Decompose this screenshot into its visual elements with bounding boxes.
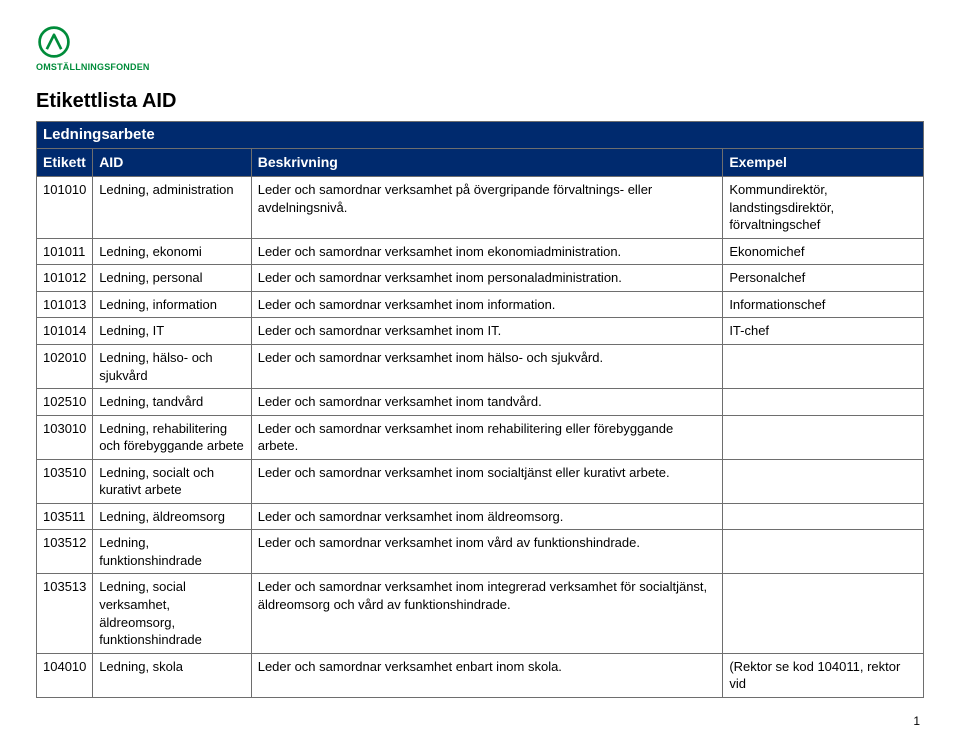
table-row: 103513Ledning, social verksamhet, äldreo… — [37, 574, 924, 653]
cell-c3: Leder och samordnar verksamhet på övergr… — [251, 177, 723, 239]
cell-c1: 103510 — [37, 459, 93, 503]
table-row: 103010Ledning, rehabilitering och föreby… — [37, 415, 924, 459]
cell-c4: (Rektor se kod 104011, rektor vid — [723, 653, 924, 697]
cell-c3: Leder och samordnar verksamhet enbart in… — [251, 653, 723, 697]
cell-c1: 103513 — [37, 574, 93, 653]
table-row: 101010Ledning, administrationLeder och s… — [37, 177, 924, 239]
table-row: 103512Ledning, funktionshindradeLeder oc… — [37, 530, 924, 574]
table-row: 102510Ledning, tandvårdLeder och samordn… — [37, 389, 924, 416]
col-etikett: Etikett — [37, 149, 93, 177]
cell-c4 — [723, 389, 924, 416]
table-row: 104010Ledning, skolaLeder och samordnar … — [37, 653, 924, 697]
cell-c2: Ledning, tandvård — [93, 389, 252, 416]
cell-c1: 104010 — [37, 653, 93, 697]
cell-c3: Leder och samordnar verksamhet inom äldr… — [251, 503, 723, 530]
cell-c4: Informationschef — [723, 291, 924, 318]
table-row: 101014Ledning, ITLeder och samordnar ver… — [37, 318, 924, 345]
cell-c2: Ledning, socialt och kurativt arbete — [93, 459, 252, 503]
cell-c1: 103512 — [37, 530, 93, 574]
etikett-table: Ledningsarbete Etikett AID Beskrivning E… — [36, 121, 924, 698]
cell-c3: Leder och samordnar verksamhet inom vård… — [251, 530, 723, 574]
logo-text: OMSTÄLLNINGSFONDEN — [36, 62, 924, 72]
cell-c1: 101011 — [37, 238, 93, 265]
cell-c4 — [723, 344, 924, 388]
cell-c4 — [723, 459, 924, 503]
table-header-row: Etikett AID Beskrivning Exempel — [37, 149, 924, 177]
cell-c1: 102010 — [37, 344, 93, 388]
cell-c3: Leder och samordnar verksamhet inom inte… — [251, 574, 723, 653]
cell-c2: Ledning, rehabilitering och förebyggande… — [93, 415, 252, 459]
cell-c3: Leder och samordnar verksamhet inom tand… — [251, 389, 723, 416]
table-row: 101011Ledning, ekonomiLeder och samordna… — [37, 238, 924, 265]
col-beskrivning: Beskrivning — [251, 149, 723, 177]
cell-c4 — [723, 574, 924, 653]
cell-c4 — [723, 503, 924, 530]
cell-c1: 101010 — [37, 177, 93, 239]
table-row: 101012Ledning, personalLeder och samordn… — [37, 265, 924, 292]
cell-c2: Ledning, skola — [93, 653, 252, 697]
cell-c4: Kommundirektör, landstingsdirektör, förv… — [723, 177, 924, 239]
cell-c2: Ledning, hälso- och sjukvård — [93, 344, 252, 388]
cell-c3: Leder och samordnar verksamhet inom ekon… — [251, 238, 723, 265]
col-aid: AID — [93, 149, 252, 177]
section-row: Ledningsarbete — [37, 122, 924, 149]
cell-c2: Ledning, social verksamhet, äldreomsorg,… — [93, 574, 252, 653]
cell-c3: Leder och samordnar verksamhet inom info… — [251, 291, 723, 318]
cell-c3: Leder och samordnar verksamhet inom häls… — [251, 344, 723, 388]
cell-c2: Ledning, IT — [93, 318, 252, 345]
cell-c4 — [723, 530, 924, 574]
cell-c4: Personalchef — [723, 265, 924, 292]
cell-c1: 101014 — [37, 318, 93, 345]
col-exempel: Exempel — [723, 149, 924, 177]
cell-c1: 101012 — [37, 265, 93, 292]
cell-c4: Ekonomichef — [723, 238, 924, 265]
cell-c2: Ledning, ekonomi — [93, 238, 252, 265]
cell-c3: Leder och samordnar verksamhet inom soci… — [251, 459, 723, 503]
cell-c1: 101013 — [37, 291, 93, 318]
cell-c2: Ledning, funktionshindrade — [93, 530, 252, 574]
cell-c3: Leder och samordnar verksamhet inom pers… — [251, 265, 723, 292]
section-title: Ledningsarbete — [37, 122, 924, 149]
table-row: 103511Ledning, äldreomsorgLeder och samo… — [37, 503, 924, 530]
table-row: 101013Ledning, informationLeder och samo… — [37, 291, 924, 318]
logo-mark-icon — [36, 24, 72, 60]
page-title: Etikettlista AID — [36, 90, 924, 113]
cell-c1: 103010 — [37, 415, 93, 459]
table-row: 103510Ledning, socialt och kurativt arbe… — [37, 459, 924, 503]
table-row: 102010Ledning, hälso- och sjukvårdLeder … — [37, 344, 924, 388]
cell-c2: Ledning, information — [93, 291, 252, 318]
cell-c4 — [723, 415, 924, 459]
cell-c2: Ledning, personal — [93, 265, 252, 292]
logo — [36, 24, 924, 60]
cell-c2: Ledning, administration — [93, 177, 252, 239]
cell-c1: 102510 — [37, 389, 93, 416]
cell-c3: Leder och samordnar verksamhet inom IT. — [251, 318, 723, 345]
cell-c1: 103511 — [37, 503, 93, 530]
cell-c3: Leder och samordnar verksamhet inom reha… — [251, 415, 723, 459]
cell-c4: IT-chef — [723, 318, 924, 345]
cell-c2: Ledning, äldreomsorg — [93, 503, 252, 530]
